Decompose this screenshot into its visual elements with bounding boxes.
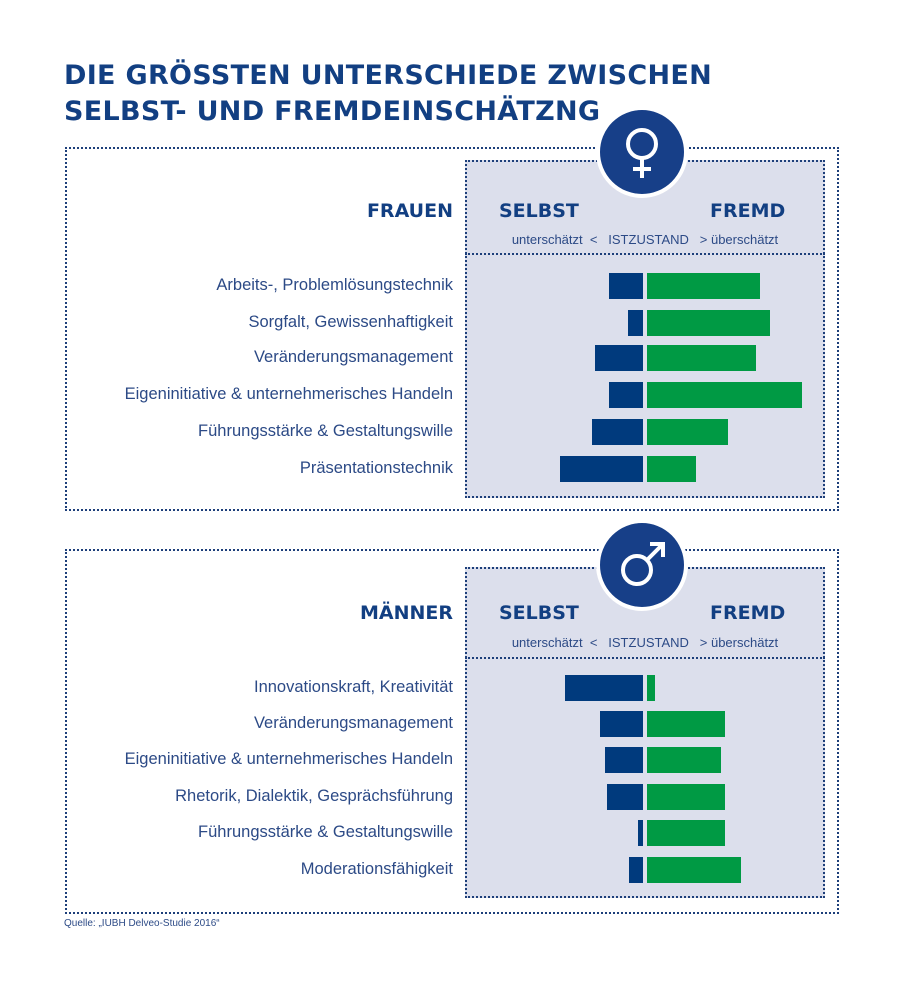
bar-selbst [609, 273, 643, 299]
category-label: Veränderungsmanagement [253, 348, 453, 366]
frauen-panel [65, 147, 839, 511]
bar-fremd [647, 711, 725, 737]
bar-selbst [609, 382, 643, 408]
bar-fremd [647, 857, 741, 883]
category-label: Rhetorik, Dialektik, Gesprächsführung [175, 787, 453, 805]
bar-fremd [647, 345, 756, 371]
category-label: Sorgfalt, Gewissenhaftigkeit [248, 313, 453, 331]
scale-text: unterschätzt < ISTZUSTAND > überschätzt [511, 232, 779, 247]
bar-fremd [647, 820, 725, 846]
category-label: Innovationskraft, Kreativität [253, 678, 453, 696]
maenner-divider [465, 657, 825, 659]
bar-selbst [607, 784, 643, 810]
bar-selbst [605, 747, 643, 773]
bar-selbst [565, 675, 643, 701]
category-label: Arbeits-, Problemlösungstechnik [216, 276, 453, 294]
bar-fremd [647, 784, 725, 810]
title-line-1: DIE GRÖSSTEN UNTERSCHIEDE ZWISCHEN [64, 60, 713, 91]
fremd-header: FREMD [710, 200, 786, 222]
bar-selbst [638, 820, 643, 846]
bar-selbst [560, 456, 643, 482]
bar-selbst [592, 419, 643, 445]
group-label-frauen: FRAUEN [366, 200, 453, 222]
bar-selbst [629, 857, 643, 883]
frauen-divider [465, 253, 825, 255]
female-symbol-icon [596, 106, 688, 198]
category-label: Präsentationstechnik [299, 459, 453, 477]
bar-fremd [647, 310, 770, 336]
bar-fremd [647, 419, 728, 445]
male-symbol-icon [596, 519, 688, 611]
maenner-chart-area [465, 567, 825, 898]
title-line-2: SELBST- UND FREMDEINSCHÄTZNG [64, 96, 601, 127]
bar-fremd [647, 382, 802, 408]
category-label: Führungsstärke & Gestaltungswille [198, 422, 453, 440]
fremd-header: FREMD [710, 602, 786, 624]
bar-fremd [647, 675, 655, 701]
group-label-maenner: MÄNNER [359, 602, 453, 624]
bar-fremd [647, 456, 696, 482]
bar-selbst [595, 345, 643, 371]
bar-selbst [628, 310, 643, 336]
scale-text: unterschätzt < ISTZUSTAND > überschätzt [511, 635, 779, 650]
category-label: Führungsstärke & Gestaltungswille [198, 823, 453, 841]
bar-fremd [647, 273, 760, 299]
selbst-header: SELBST [499, 200, 579, 222]
bar-selbst [600, 711, 643, 737]
source-note: Quelle: „IUBH Delveo-Studie 2016“ [64, 918, 220, 929]
selbst-header: SELBST [499, 602, 579, 624]
category-label: Veränderungsmanagement [253, 714, 453, 732]
category-label: Moderationsfähigkeit [300, 860, 453, 878]
category-label: Eigeninitiative & unternehmerisches Hand… [124, 385, 453, 403]
bar-fremd [647, 747, 721, 773]
category-label: Eigeninitiative & unternehmerisches Hand… [124, 750, 453, 768]
maenner-panel [65, 549, 839, 914]
